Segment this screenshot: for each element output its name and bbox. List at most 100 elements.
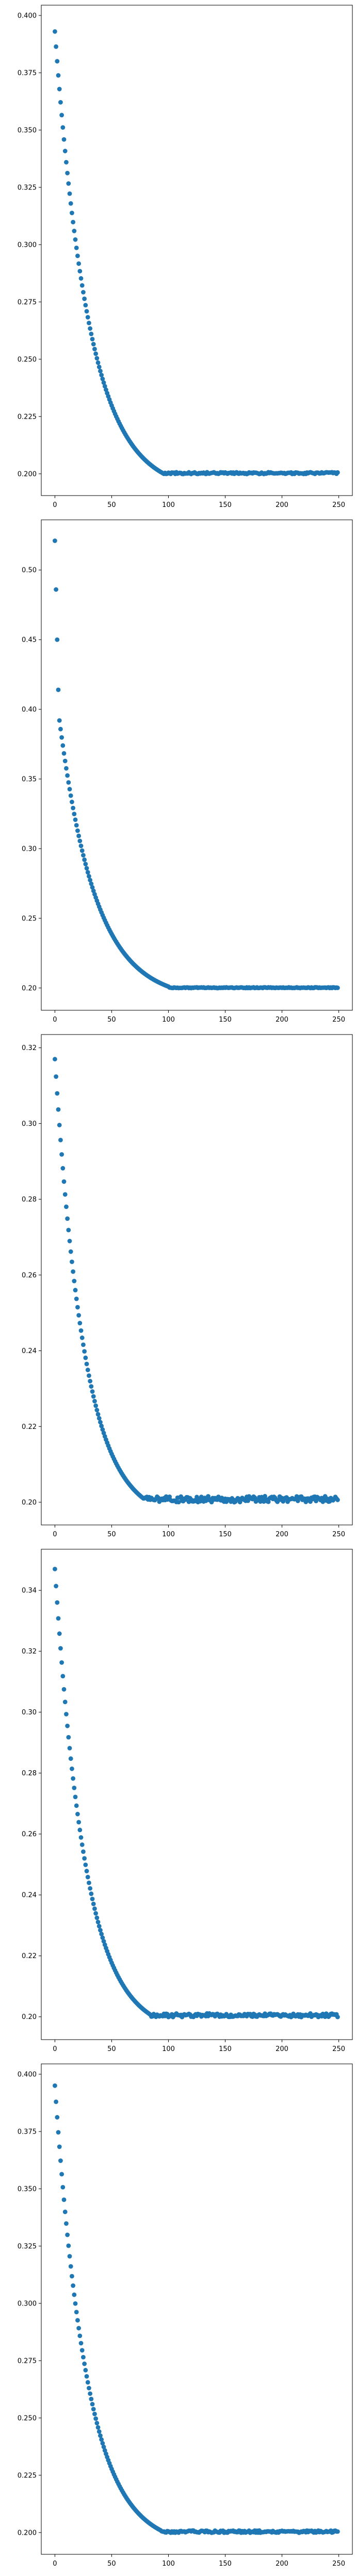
data-point xyxy=(88,1379,93,1384)
y-tick-label: 0.275 xyxy=(18,298,37,306)
data-point xyxy=(84,1361,89,1366)
y-tick-label: 0.30 xyxy=(22,1120,37,1128)
data-point xyxy=(55,1600,60,1605)
data-point xyxy=(335,2529,340,2534)
x-tick-label: 0 xyxy=(53,1531,57,1538)
y-tick-label: 0.34 xyxy=(22,1587,37,1595)
data-points xyxy=(53,1566,340,2020)
data-point xyxy=(101,2444,106,2450)
data-point xyxy=(76,1313,82,1318)
data-point xyxy=(90,2402,95,2407)
data-point xyxy=(61,137,67,142)
data-point xyxy=(84,309,89,314)
data-point xyxy=(78,1328,84,1333)
data-point xyxy=(81,2355,86,2360)
data-point xyxy=(88,878,93,883)
x-tick-label: 200 xyxy=(276,2045,288,2053)
data-points xyxy=(53,1057,340,1505)
data-point xyxy=(66,1228,71,1233)
data-point xyxy=(76,2326,82,2331)
data-point xyxy=(335,1498,340,1502)
data-point xyxy=(76,1820,82,1825)
y-tick-label: 0.225 xyxy=(18,413,37,421)
data-point xyxy=(83,1863,88,1867)
data-point xyxy=(176,1500,181,1505)
data-point xyxy=(78,844,84,848)
data-point xyxy=(82,2361,87,2366)
data-point xyxy=(74,1296,79,1301)
data-point xyxy=(58,2158,63,2163)
data-point xyxy=(81,853,86,858)
y-tick-label: 0.300 xyxy=(18,2300,37,2308)
plot-frame xyxy=(41,1034,353,1525)
y-tick-label: 0.32 xyxy=(22,1648,37,1656)
x-tick-label: 0 xyxy=(53,2560,57,2568)
data-point xyxy=(56,1107,61,1112)
x-tick-label: 200 xyxy=(276,2560,288,2568)
data-point xyxy=(54,2099,59,2104)
data-point xyxy=(53,538,57,543)
chart-panel-3: 0 50 100 150 200 250 0.20 0.22 0.24 0.26 0.28 0.30 0… xyxy=(22,1034,353,1538)
data-point xyxy=(62,2209,68,2215)
data-point xyxy=(96,2429,102,2434)
data-point xyxy=(88,2391,93,2396)
data-point xyxy=(72,2292,77,2297)
data-point xyxy=(96,1923,102,1929)
data-point xyxy=(77,2333,83,2339)
data-point xyxy=(99,2437,104,2442)
data-point xyxy=(93,2416,99,2421)
data-point xyxy=(71,219,76,225)
y-tick-label: 0.200 xyxy=(18,2529,37,2537)
data-point xyxy=(89,331,94,337)
data-point xyxy=(70,800,74,804)
y-tick-label: 0.20 xyxy=(22,1499,37,1506)
data-point xyxy=(92,346,97,352)
data-point xyxy=(75,2318,80,2323)
data-point xyxy=(84,1869,89,1873)
data-point xyxy=(74,823,79,828)
data-point xyxy=(65,170,70,176)
data-point xyxy=(78,1835,84,1840)
data-point xyxy=(61,1179,67,1184)
x-tick-label: 50 xyxy=(107,1531,116,1538)
data-point xyxy=(92,2411,97,2416)
data-point xyxy=(81,1342,86,1347)
x-tick-label: 150 xyxy=(219,1016,232,1024)
x-tick-label: 250 xyxy=(332,1016,345,1024)
data-point xyxy=(73,237,78,242)
data-point xyxy=(59,1152,64,1157)
y-tick-label: 0.400 xyxy=(18,2071,37,2078)
data-point xyxy=(100,1427,105,1432)
y-tick-label: 0.225 xyxy=(18,2472,37,2479)
data-point xyxy=(58,100,63,105)
x-tick-label: 150 xyxy=(219,1531,232,1538)
data-points xyxy=(53,2083,340,2535)
x-tick-label: 50 xyxy=(107,2560,116,2568)
data-point xyxy=(60,743,66,748)
data-point xyxy=(57,1122,62,1127)
x-tick-label: 0 xyxy=(53,2045,57,2053)
data-point xyxy=(68,2264,73,2269)
data-point xyxy=(94,2421,100,2426)
data-point xyxy=(56,687,61,692)
data-point xyxy=(66,2243,71,2248)
data-point xyxy=(88,326,93,331)
y-tick-label: 0.375 xyxy=(18,69,37,77)
data-point xyxy=(59,113,64,118)
data-point xyxy=(99,1423,104,1428)
data-point xyxy=(54,1074,59,1079)
data-point xyxy=(99,373,104,377)
data-point xyxy=(79,2348,85,2353)
data-point xyxy=(61,1687,67,1692)
data-point xyxy=(53,1566,57,1571)
y-tick-label: 0.22 xyxy=(22,1952,37,1960)
y-tick-label: 0.22 xyxy=(22,1423,37,1431)
data-point xyxy=(72,1279,77,1283)
data-point xyxy=(58,1646,63,1651)
data-point xyxy=(89,2396,94,2402)
data-point xyxy=(68,1756,73,1761)
y-tick-label: 0.32 xyxy=(22,1044,37,1052)
data-point xyxy=(83,303,88,308)
data-point xyxy=(54,1584,59,1588)
